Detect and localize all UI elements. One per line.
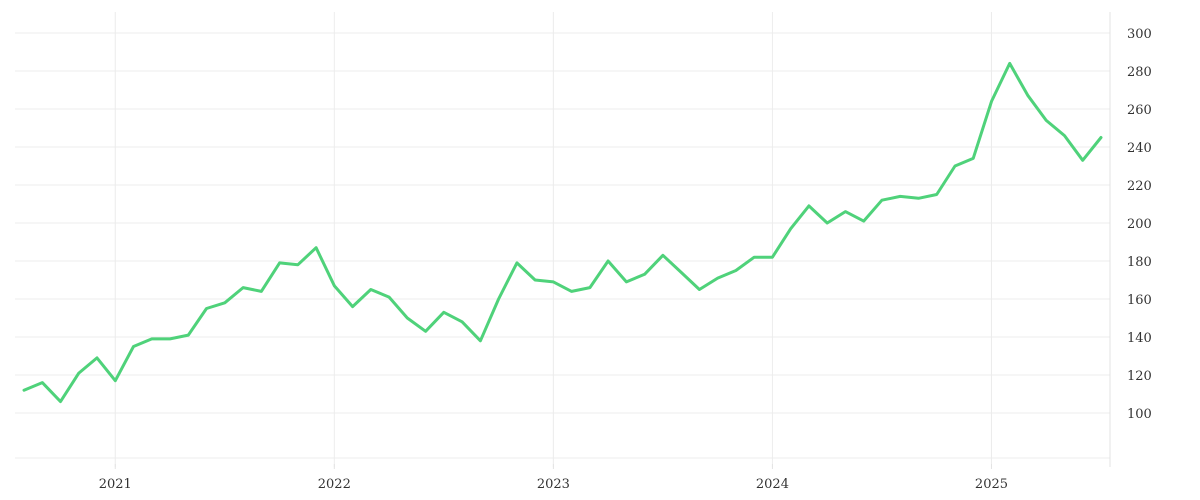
data-point xyxy=(77,372,80,375)
grid-layer xyxy=(15,12,1110,467)
data-point xyxy=(351,305,354,308)
tick-label-layer: 100 120 140 160 180 200 220 240 260 280 300 2021 202… xyxy=(99,27,1152,492)
data-point xyxy=(698,288,701,291)
x-tick-label: 2025 xyxy=(975,477,1008,492)
data-point xyxy=(479,339,482,342)
data-point xyxy=(388,296,391,299)
data-point xyxy=(771,256,774,259)
data-point xyxy=(935,193,938,196)
y-tick-label: 300 xyxy=(1127,27,1152,42)
data-point xyxy=(625,280,628,283)
data-point xyxy=(862,220,865,223)
data-point xyxy=(59,400,62,403)
data-point xyxy=(826,222,829,225)
series-layer xyxy=(22,61,1103,404)
y-tick-label: 180 xyxy=(1127,255,1152,270)
data-point xyxy=(23,389,26,392)
data-point xyxy=(333,284,336,287)
data-point xyxy=(680,271,683,274)
data-point xyxy=(369,288,372,291)
data-point xyxy=(880,199,883,202)
y-tick-label: 120 xyxy=(1127,369,1152,384)
y-tick-label: 140 xyxy=(1127,331,1152,346)
data-point xyxy=(1008,62,1011,65)
data-point xyxy=(461,320,464,323)
data-point xyxy=(607,260,610,263)
x-tick-label: 2022 xyxy=(318,477,351,492)
data-point xyxy=(187,334,190,337)
y-tick-label: 280 xyxy=(1127,65,1152,80)
x-tick-label: 2023 xyxy=(537,477,570,492)
data-point xyxy=(205,307,208,310)
data-point xyxy=(844,210,847,213)
data-point xyxy=(807,204,810,207)
data-point xyxy=(260,290,263,293)
data-point xyxy=(753,256,756,259)
data-point xyxy=(515,261,518,264)
data-point xyxy=(223,301,226,304)
data-point xyxy=(278,261,281,264)
data-point xyxy=(588,286,591,289)
data-point xyxy=(570,290,573,293)
data-point xyxy=(242,286,245,289)
data-point xyxy=(661,254,664,257)
data-point xyxy=(114,379,117,382)
data-point xyxy=(643,273,646,276)
data-point xyxy=(552,280,555,283)
data-point xyxy=(296,263,299,266)
data-point xyxy=(954,165,957,168)
data-point xyxy=(1027,94,1030,97)
data-point xyxy=(150,337,153,340)
data-point xyxy=(1100,136,1103,139)
y-tick-label: 260 xyxy=(1127,103,1152,118)
data-point xyxy=(169,337,172,340)
data-point xyxy=(990,100,993,103)
data-point xyxy=(716,277,719,280)
x-tick-label: 2021 xyxy=(99,477,132,492)
y-tick-label: 220 xyxy=(1127,179,1152,194)
y-tick-label: 200 xyxy=(1127,217,1152,232)
data-point xyxy=(789,227,792,230)
y-tick-label: 160 xyxy=(1127,293,1152,308)
series-line xyxy=(22,61,1103,404)
data-point xyxy=(534,279,537,282)
data-point xyxy=(734,269,737,272)
data-point xyxy=(442,311,445,314)
data-point xyxy=(899,195,902,198)
data-point xyxy=(96,356,99,359)
axis-layer xyxy=(114,12,1111,469)
data-point xyxy=(132,345,135,348)
data-point xyxy=(41,381,44,384)
x-tick-label: 2024 xyxy=(756,477,789,492)
data-point xyxy=(497,298,500,301)
data-point xyxy=(424,330,427,333)
data-point xyxy=(917,197,920,200)
data-point xyxy=(1063,134,1066,137)
data-point xyxy=(1045,119,1048,122)
data-point xyxy=(1081,159,1084,162)
data-point xyxy=(972,157,975,160)
y-tick-label: 100 xyxy=(1127,407,1152,422)
data-point xyxy=(406,317,409,320)
y-tick-label: 240 xyxy=(1127,141,1152,156)
data-point xyxy=(315,246,318,249)
